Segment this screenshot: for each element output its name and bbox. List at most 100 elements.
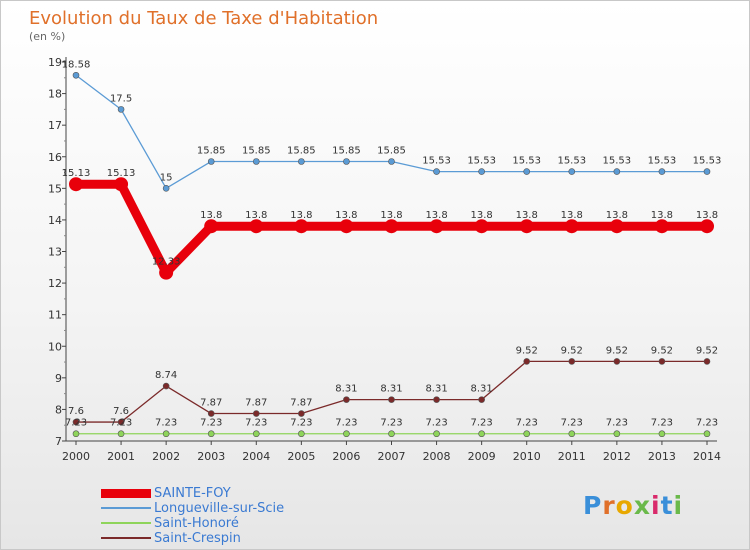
- y-tick-label: 10: [48, 340, 62, 353]
- legend-swatch: [101, 488, 151, 498]
- legend-item-saint-crespin: Saint-Crespin: [101, 530, 241, 546]
- data-point: [339, 219, 354, 234]
- data-label: 15.13: [62, 168, 91, 179]
- data-label: 8.31: [380, 384, 402, 395]
- x-tick-label: 2008: [423, 450, 451, 463]
- data-label: 13.8: [380, 210, 402, 221]
- x-tick-label: 2012: [603, 450, 631, 463]
- data-label: 13.8: [516, 210, 538, 221]
- data-point: [568, 358, 576, 365]
- y-tick-label: 13: [48, 246, 62, 259]
- data-label: 8.31: [471, 384, 493, 395]
- y-tick-label: 17: [48, 119, 62, 132]
- x-tick-label: 2011: [558, 450, 586, 463]
- legend-label: Longueville-sur-Scie: [154, 500, 285, 516]
- data-point: [117, 430, 125, 438]
- data-point: [252, 410, 260, 417]
- data-label: 9.52: [651, 345, 673, 356]
- data-label: 15.53: [648, 156, 677, 167]
- data-point: [69, 177, 83, 192]
- data-label: 7.23: [335, 418, 357, 429]
- data-label: 9.52: [561, 345, 583, 356]
- data-point: [658, 358, 666, 365]
- logo-letter: i: [651, 491, 661, 520]
- data-point: [609, 219, 624, 234]
- data-point: [388, 158, 395, 165]
- x-tick-label: 2007: [378, 450, 406, 463]
- chart-title: Evolution du Taux de Taxe d'Habitation: [29, 8, 379, 29]
- data-point: [658, 430, 666, 438]
- data-point: [613, 168, 621, 175]
- data-label: 13.8: [425, 210, 447, 221]
- data-point: [204, 219, 219, 234]
- data-point: [207, 158, 215, 165]
- legend-label: SAINTE-FOY: [154, 485, 231, 501]
- data-label: 7.23: [651, 418, 673, 429]
- data-label: 17.5: [110, 93, 132, 104]
- data-label: 13.8: [561, 210, 583, 221]
- logo-letter: r: [602, 491, 616, 520]
- x-tick-label: 2006: [332, 450, 360, 463]
- data-label: 13.8: [335, 210, 357, 221]
- data-label: 13.8: [290, 210, 312, 221]
- data-label: 18.58: [62, 59, 91, 70]
- data-label: 15: [160, 172, 173, 183]
- data-label: 13.8: [471, 210, 493, 221]
- data-point: [568, 168, 576, 175]
- x-tick-label: 2009: [468, 450, 496, 463]
- data-point: [252, 158, 260, 165]
- data-point: [658, 168, 666, 175]
- data-label: 8.31: [335, 384, 357, 395]
- data-point: [159, 265, 174, 280]
- data-label: 12.33: [152, 257, 181, 268]
- data-label: 13.8: [651, 210, 673, 221]
- y-tick-label: 16: [48, 151, 62, 164]
- data-label: 7.6: [113, 406, 129, 417]
- logo-letter: t: [660, 491, 674, 520]
- data-point: [523, 168, 531, 175]
- data-label: 15.53: [557, 156, 586, 167]
- data-point: [162, 430, 170, 438]
- data-label: 7.23: [65, 418, 87, 429]
- data-label: 7.23: [516, 418, 538, 429]
- x-tick-label: 2002: [152, 450, 180, 463]
- data-point: [703, 430, 711, 438]
- logo-letter: x: [633, 491, 651, 520]
- data-point: [523, 358, 531, 365]
- data-label: 15.53: [512, 156, 541, 167]
- data-point: [523, 430, 531, 438]
- y-tick-label: 19: [48, 56, 62, 69]
- data-label: 8.74: [155, 370, 177, 381]
- y-tick-label: 14: [48, 214, 62, 227]
- data-point: [72, 430, 80, 438]
- data-point: [433, 430, 440, 438]
- legend-item-saint-honore: Saint-Honoré: [101, 515, 239, 531]
- data-label: 15.53: [422, 156, 451, 167]
- logo-letter: P: [583, 491, 603, 520]
- data-point: [72, 71, 80, 79]
- legend-swatch: [101, 537, 151, 539]
- data-label: 7.23: [606, 418, 628, 429]
- data-label: 15.13: [107, 168, 136, 179]
- data-point: [613, 358, 621, 365]
- data-point: [249, 219, 264, 234]
- data-point: [703, 168, 711, 175]
- data-point: [117, 106, 125, 113]
- data-label: 7.23: [245, 418, 267, 429]
- data-label: 7.87: [290, 398, 312, 409]
- data-label: 15.53: [693, 156, 722, 167]
- data-label: 7.6: [68, 406, 84, 417]
- legend-item-sainte-foy: SAINTE-FOY: [101, 485, 231, 501]
- data-label: 9.52: [696, 345, 718, 356]
- data-point: [298, 410, 305, 417]
- data-label: 7.23: [200, 418, 222, 429]
- data-label: 7.23: [110, 418, 132, 429]
- x-tick-label: 2001: [107, 450, 135, 463]
- data-point: [298, 430, 305, 438]
- data-label: 13.8: [245, 210, 267, 221]
- data-point: [252, 430, 260, 438]
- data-point: [117, 418, 125, 426]
- data-point: [703, 358, 711, 365]
- x-tick-label: 2004: [242, 450, 270, 463]
